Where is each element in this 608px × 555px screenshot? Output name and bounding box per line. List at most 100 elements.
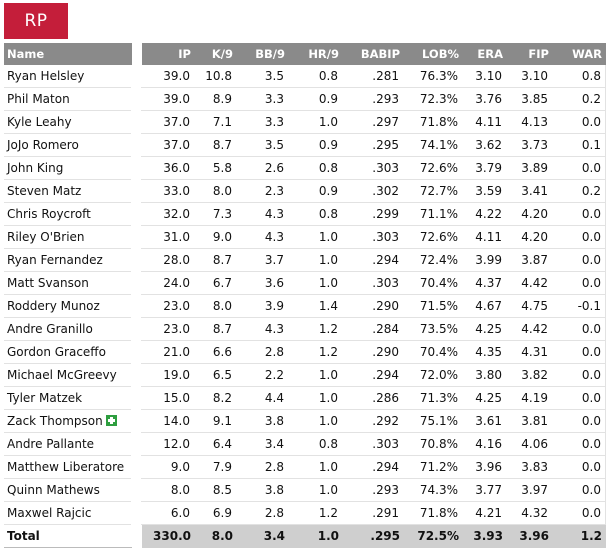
table-row[interactable]: JoJo Romero 37.0 8.7 3.5 0.9.295 74.1% 3.62 3.7… — [4, 134, 606, 157]
cell-fip: 3.97 — [506, 479, 552, 502]
player-name[interactable]: Ryan Helsley — [4, 65, 132, 88]
table-row[interactable]: Gordon Graceffo 21.0 6.6 2.8 1.2.290 70.4% 4.3… — [4, 341, 606, 364]
cell-k9: 7.3 — [194, 203, 236, 226]
plus-icon[interactable] — [105, 415, 117, 426]
cell-lob: 71.1% — [403, 203, 462, 226]
header-babip[interactable]: BABIP — [360, 47, 400, 61]
cell-k9: 10.8 — [194, 65, 236, 88]
cell-hr9: 1.0 — [288, 272, 342, 295]
player-name[interactable]: Ryan Fernandez — [4, 249, 132, 272]
table-row[interactable]: Ryan Helsley 39.0 10.8 3.5 0.8.281 76.3% 3.10 3… — [4, 65, 606, 88]
cell-era: 4.11 — [462, 226, 506, 249]
header-war[interactable]: WAR — [572, 47, 602, 61]
header-bb9[interactable]: BB/9 — [255, 47, 285, 61]
cell-babip: .303 — [342, 157, 403, 180]
player-name-text: Andre Pallante — [7, 437, 95, 451]
table-row[interactable]: John King 36.0 5.8 2.6 0.8.303 72.6% 3.79 3.89 0… — [4, 157, 606, 180]
cell-lob: 71.8% — [403, 111, 462, 134]
cell-lob: 71.3% — [403, 387, 462, 410]
cell-era: 4.16 — [462, 433, 506, 456]
cell-k9: 6.7 — [194, 272, 236, 295]
cell-fip: 4.42 — [506, 272, 552, 295]
cell-fip: 3.82 — [506, 364, 552, 387]
total-war: 1.2 — [580, 529, 602, 543]
table-row[interactable]: Steven Matz 33.0 8.0 2.3 0.9.302 72.7% 3.59 3.4… — [4, 180, 606, 203]
total-k9: 8.0 — [211, 529, 233, 543]
cell-babip: .294 — [342, 249, 403, 272]
cell-hr9: 1.0 — [288, 456, 342, 479]
header-ip[interactable]: IP — [178, 47, 191, 61]
cell-babip: .292 — [342, 410, 403, 433]
cell-war: 0.0 — [552, 249, 605, 272]
cell-fip: 4.06 — [506, 433, 552, 456]
cell-war: 0.0 — [552, 433, 605, 456]
cell-war: 0.0 — [552, 341, 605, 364]
player-name[interactable]: Andre Granillo — [4, 318, 132, 341]
cell-era: 4.11 — [462, 111, 506, 134]
cell-era: 3.80 — [462, 364, 506, 387]
cell-ip: 37.0 — [141, 134, 194, 157]
cell-bb9: 3.3 — [236, 88, 288, 111]
player-name[interactable]: Tyler Matzek — [4, 387, 132, 410]
cell-fip: 3.89 — [506, 157, 552, 180]
table-row[interactable]: Roddery Munoz 23.0 8.0 3.9 1.4.290 71.5% 4.67 4… — [4, 295, 606, 318]
player-name[interactable]: Roddery Munoz — [4, 295, 132, 318]
header-fip[interactable]: FIP — [528, 47, 549, 61]
table-row[interactable]: Andre Granillo 23.0 8.7 4.3 1.2.284 73.5% 4.25… — [4, 318, 606, 341]
cell-bb9: 2.6 — [236, 157, 288, 180]
player-name[interactable]: John King — [4, 157, 132, 180]
player-name[interactable]: Andre Pallante — [4, 433, 132, 456]
total-label: Total — [4, 525, 132, 548]
table-row[interactable]: Quinn Mathews 8.0 8.5 3.8 1.0.293 74.3% 3.77 3.… — [4, 479, 606, 502]
header-k9[interactable]: K/9 — [211, 47, 233, 61]
table-row[interactable]: Kyle Leahy 37.0 7.1 3.3 1.0.297 71.8% 4.11 4.13… — [4, 111, 606, 134]
cell-war: 0.0 — [552, 456, 605, 479]
cell-bb9: 4.3 — [236, 203, 288, 226]
table-row[interactable]: Tyler Matzek 15.0 8.2 4.4 1.0.286 71.3% 4.25 4.… — [4, 387, 606, 410]
cell-hr9: 1.2 — [288, 318, 342, 341]
player-name[interactable]: JoJo Romero — [4, 134, 132, 157]
player-name[interactable]: Quinn Mathews — [4, 479, 132, 502]
player-name[interactable]: Kyle Leahy — [4, 111, 132, 134]
cell-k9: 6.4 — [194, 433, 236, 456]
table-row[interactable]: Ryan Fernandez 28.0 8.7 3.7 1.0.294 72.4% 3.99… — [4, 249, 606, 272]
table-row[interactable]: Zack Thompson 14.0 9.1 3.8 1.0.292 75.1% 3.61 3… — [4, 410, 606, 433]
cell-bb9: 4.4 — [236, 387, 288, 410]
header-era[interactable]: ERA — [477, 47, 503, 61]
player-name[interactable]: Chris Roycroft — [4, 203, 132, 226]
table-row[interactable]: Andre Pallante 12.0 6.4 3.4 0.8.303 70.8% 4.16… — [4, 433, 606, 456]
cell-lob: 72.6% — [403, 226, 462, 249]
player-name[interactable]: Steven Matz — [4, 180, 132, 203]
header-lob[interactable]: LOB% — [422, 47, 459, 61]
cell-ip: 36.0 — [141, 157, 194, 180]
table-row[interactable]: Chris Roycroft 32.0 7.3 4.3 0.8.299 71.1% 4.22… — [4, 203, 606, 226]
player-name[interactable]: Maxwel Rajcic — [4, 502, 132, 525]
cell-era: 3.79 — [462, 157, 506, 180]
table-row[interactable]: Maxwel Rajcic 6.0 6.9 2.8 1.2.291 71.8% 4.21 4.… — [4, 502, 606, 525]
cell-bb9: 3.4 — [236, 433, 288, 456]
cell-hr9: 0.9 — [288, 180, 342, 203]
cell-babip: .303 — [342, 226, 403, 249]
cell-war: 0.0 — [552, 364, 605, 387]
player-name[interactable]: Matthew Liberatore — [4, 456, 132, 479]
header-hr9[interactable]: HR/9 — [308, 47, 339, 61]
cell-k9: 6.9 — [194, 502, 236, 525]
cell-war: 0.2 — [552, 88, 605, 111]
cell-babip: .294 — [342, 456, 403, 479]
cell-era: 3.96 — [462, 456, 506, 479]
table-row[interactable]: Michael McGreevy 19.0 6.5 2.2 1.0.294 72.0% 3.… — [4, 364, 606, 387]
table-row[interactable]: Matthew Liberatore 9.0 7.9 2.8 1.0.294 71.2% 3… — [4, 456, 606, 479]
cell-war: 0.8 — [552, 65, 605, 88]
table-row[interactable]: Phil Maton 39.0 8.9 3.3 0.9.293 72.3% 3.76 3.85… — [4, 88, 606, 111]
table-row[interactable]: Matt Svanson 24.0 6.7 3.6 1.0.303 70.4% 4.37 4.… — [4, 272, 606, 295]
cell-war: -0.1 — [552, 295, 605, 318]
player-name[interactable]: Matt Svanson — [4, 272, 132, 295]
player-name[interactable]: Michael McGreevy — [4, 364, 132, 387]
player-name[interactable]: Phil Maton — [4, 88, 132, 111]
player-name[interactable]: Gordon Graceffo — [4, 341, 132, 364]
cell-era: 3.61 — [462, 410, 506, 433]
header-name[interactable]: Name — [7, 47, 45, 61]
player-name[interactable]: Zack Thompson — [4, 410, 132, 433]
player-name[interactable]: Riley O'Brien — [4, 226, 132, 249]
table-row[interactable]: Riley O'Brien 31.0 9.0 4.3 1.0.303 72.6% 4.11 4… — [4, 226, 606, 249]
